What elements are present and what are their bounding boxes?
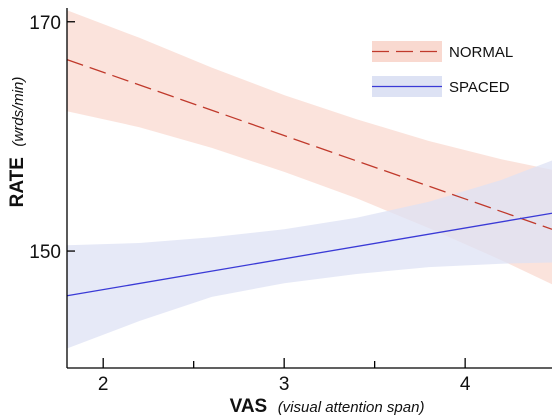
x-axis-title-sub: (visual attention span) [278, 399, 425, 416]
legend-label-spaced: SPACED [449, 79, 510, 96]
x-axis-title: VAS (visual attention span) [230, 396, 425, 417]
y-axis-title-sub: (wrds/min) [10, 77, 27, 147]
x-tick-label-2: 2 [98, 374, 109, 395]
series-line-normal [66, 58, 552, 230]
x-tick-label-3: 3 [279, 374, 290, 395]
series-line-spaced [66, 212, 552, 297]
confidence-bands [67, 10, 552, 349]
x-ticks: 2 3 4 [98, 358, 471, 395]
x-axis-title-main: VAS [230, 396, 268, 417]
x-tick-label-4: 4 [460, 374, 471, 395]
y-axis-title: RATE (wrds/min) [7, 77, 28, 208]
y-ticks: 150 170 [29, 13, 75, 263]
legend: NORMAL SPACED [372, 41, 513, 97]
y-tick-label-150: 150 [29, 242, 61, 263]
y-tick-label-170: 170 [29, 13, 61, 34]
y-axis-title-main: RATE [7, 157, 28, 207]
legend-label-normal: NORMAL [449, 44, 513, 61]
series-lines [66, 58, 552, 297]
